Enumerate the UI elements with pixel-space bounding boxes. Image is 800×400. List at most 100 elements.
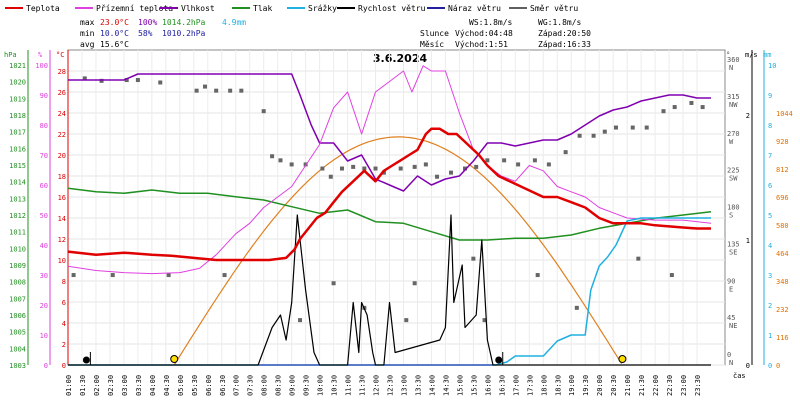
- axes: hPa% °C ° m/s mm1003100410051006100710081009…: [4, 50, 793, 396]
- humidity-tick: 40: [40, 242, 48, 250]
- x-tick: 15:00: [456, 375, 464, 396]
- direction-tick: 270: [727, 130, 740, 138]
- wind-direction-point: [373, 166, 378, 171]
- wind-direction-point: [449, 170, 454, 175]
- x-tick: 20:30: [610, 375, 618, 396]
- pressure-tick: 1016: [9, 145, 26, 153]
- stats-max-press: 1014.2hPa: [162, 18, 206, 27]
- rain-tick: 8: [768, 122, 772, 130]
- x-tick: 09:00: [289, 375, 297, 396]
- x-tick: 17:30: [526, 375, 534, 396]
- pressure-tick: 1013: [9, 195, 26, 203]
- direction-label: SW: [729, 175, 738, 183]
- stats-min-label: min: [80, 29, 95, 38]
- direction-unit: °: [726, 51, 730, 59]
- wind-direction-point: [535, 273, 540, 278]
- rain-tick: 0: [768, 362, 772, 370]
- wind-direction-point: [278, 158, 283, 163]
- humidity-tick: 20: [40, 302, 48, 310]
- wind-direction-point: [362, 166, 367, 171]
- pressure-tick: 1021: [9, 62, 26, 70]
- moon-marker: [495, 356, 503, 364]
- stats-max-hum: 100%: [138, 18, 157, 27]
- x-tick: 17:00: [512, 375, 520, 396]
- wind-direction-point: [110, 273, 115, 278]
- info-moonrise: Východ:1:51: [455, 40, 508, 49]
- pressure-tick: 1017: [9, 129, 26, 137]
- x-tick: 22:00: [652, 375, 660, 396]
- wind-direction-point: [99, 78, 104, 83]
- temp-unit: °C: [56, 51, 64, 59]
- x-tick: 16:00: [484, 375, 492, 396]
- ground-temp-line: [67, 65, 712, 275]
- wind-direction-point: [502, 158, 507, 163]
- wind-direction-point: [563, 150, 568, 155]
- legend-label: Tlak: [253, 4, 272, 13]
- solar-tick: 0: [776, 362, 780, 370]
- wind-direction-point: [261, 109, 266, 114]
- wind-direction-point: [222, 273, 227, 278]
- temp-tick: 4: [62, 320, 66, 328]
- pressure-unit: hPa: [4, 51, 17, 59]
- pressure-tick: 1020: [9, 79, 26, 87]
- x-tick: 11:30: [359, 375, 367, 396]
- wind-direction-point: [471, 256, 476, 261]
- rain-tick: 7: [768, 152, 772, 160]
- temp-tick: 14: [58, 215, 66, 223]
- direction-tick: 360: [727, 56, 740, 64]
- wind-direction-point: [602, 129, 607, 134]
- direction-tick: 315: [727, 93, 740, 101]
- wind-direction-point: [328, 174, 333, 179]
- wind-direction-point: [214, 88, 219, 93]
- rain-tick: 5: [768, 212, 772, 220]
- info-sunrise: Východ:04:48: [455, 29, 513, 38]
- info-sun-label: Slunce: [420, 29, 449, 38]
- rain-tick: 9: [768, 92, 772, 100]
- wind-direction-point: [404, 318, 409, 323]
- wind-direction-point: [423, 162, 428, 167]
- wind-direction-point: [202, 84, 207, 89]
- x-tick: 22:30: [666, 375, 674, 396]
- sun-marker: [170, 355, 179, 363]
- temp-tick: 24: [58, 110, 66, 118]
- wind-direction-point: [398, 166, 403, 171]
- stats-min-hum: 58%: [138, 29, 153, 38]
- wind-direction-point: [636, 256, 641, 261]
- direction-tick: 45: [727, 314, 735, 322]
- wind-direction-point: [351, 164, 356, 169]
- x-tick: 20:00: [596, 375, 604, 396]
- humidity-unit: %: [38, 51, 43, 59]
- humidity-tick: 50: [40, 212, 48, 220]
- x-tick: 19:30: [582, 375, 590, 396]
- wind-direction-point: [166, 273, 171, 278]
- legend-label: Směr větru: [530, 4, 578, 13]
- x-tick: 18:30: [554, 375, 562, 396]
- x-tick: 03:30: [135, 375, 143, 396]
- x-tick: 09:30: [303, 375, 311, 396]
- humidity-tick: 90: [40, 92, 48, 100]
- legend-label: Přízemní teplota: [96, 4, 173, 13]
- pressure-tick: 1007: [9, 295, 26, 303]
- wind-direction-point: [298, 318, 303, 323]
- info-moonset: Západ:16:33: [538, 40, 591, 49]
- x-tick: 08:00: [261, 375, 269, 396]
- rain-tick: 4: [768, 242, 772, 250]
- pressure-tick: 1003: [9, 362, 26, 370]
- pressure-tick: 1015: [9, 162, 26, 170]
- humidity-tick: 100: [35, 62, 48, 70]
- x-tick: 21:30: [638, 375, 646, 396]
- sun-marker: [618, 355, 627, 363]
- pressure-tick: 1006: [9, 312, 26, 320]
- wind-direction-point: [270, 154, 275, 159]
- rain-tick: 1: [768, 332, 772, 340]
- wind-direction-point: [158, 80, 163, 85]
- direction-tick: 180: [727, 204, 740, 212]
- wind-direction-point: [135, 78, 140, 83]
- rain-tick: 10: [768, 62, 776, 70]
- pressure-tick: 1014: [9, 179, 26, 187]
- wind-direction-point: [331, 281, 336, 286]
- direction-label: W: [729, 138, 734, 146]
- solar-tick: 116: [776, 334, 789, 342]
- x-tick: 16:30: [498, 375, 506, 396]
